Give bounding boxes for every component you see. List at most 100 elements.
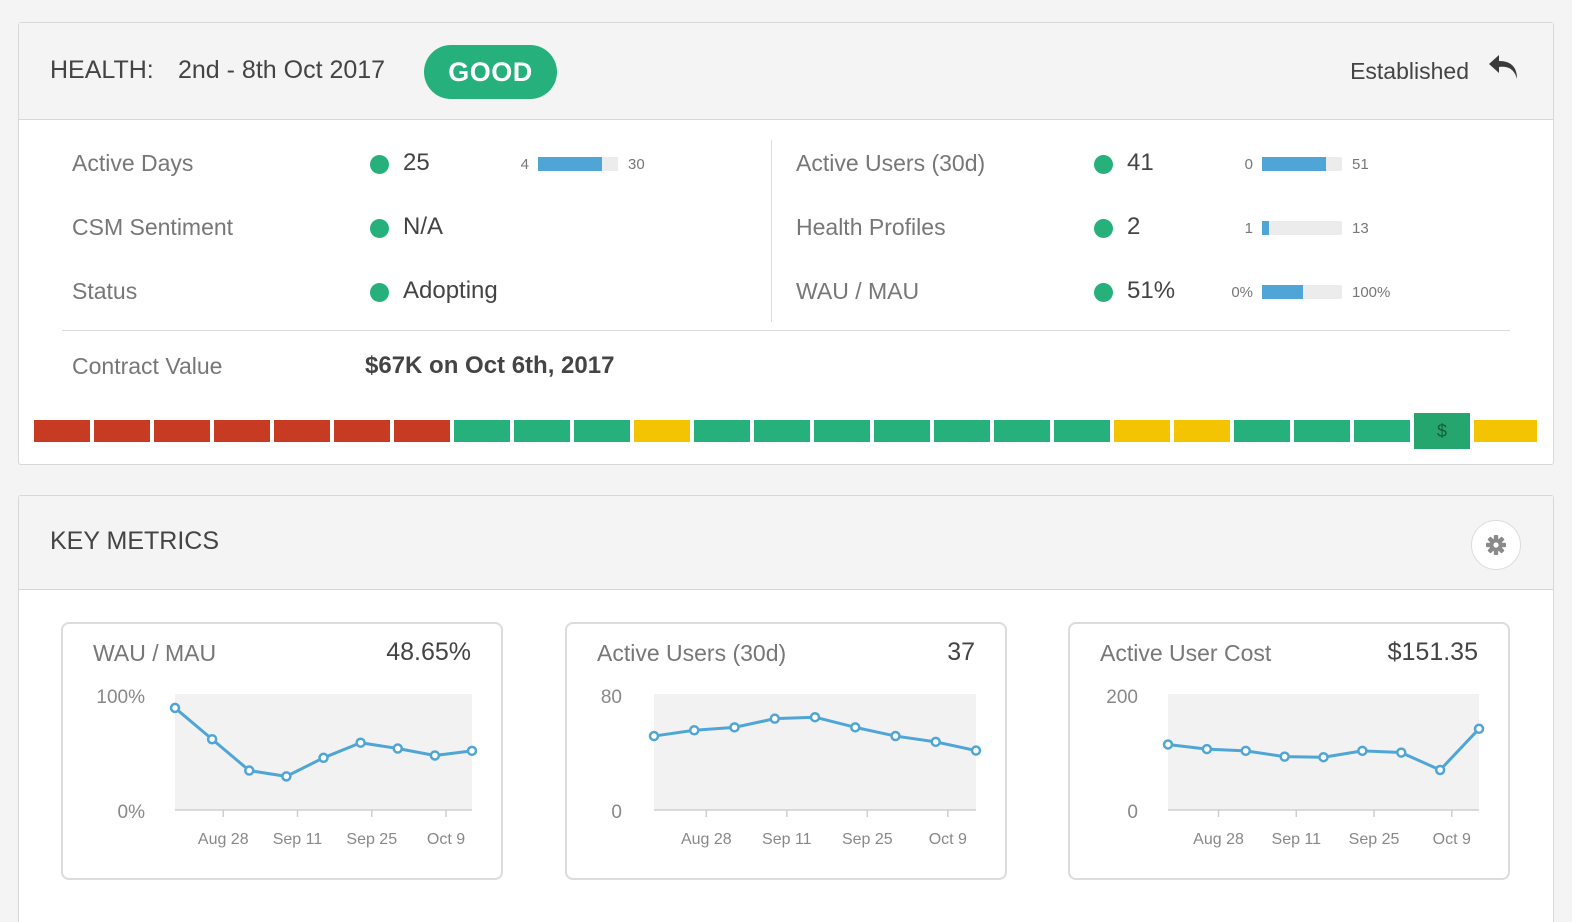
health-strip-segment[interactable] [994,420,1050,442]
x-tick-label: Sep 25 [346,831,397,848]
x-tick-label: Sep 25 [1349,831,1400,848]
active-user-cost-chart: 200 0 Aug 28 Sep 11 Sep 25 Oct 9 [1106,687,1485,848]
health-date-range: 2nd - 8th Oct 2017 [178,56,386,84]
health-strip-segment[interactable] [1174,420,1230,442]
active-users-label: Active Users (30d) [796,150,986,176]
wau-mau-card[interactable]: WAU / MAU 48.65% 100% 0% Aug 28 Sep 11 Sep 2… [61,622,503,880]
health-panel: HEALTH: 2nd - 8th Oct 2017 GOOD Establis… [18,22,1554,465]
health-title: HEALTH: [50,56,154,84]
plot-area [654,694,976,810]
active-days-status-dot [370,155,389,174]
data-point [1318,751,1329,763]
data-point [281,771,292,782]
data-point [355,737,366,748]
active-days-label: Active Days [72,150,194,176]
health-strip-segment[interactable] [934,420,990,442]
health-strip-segment[interactable] [1294,420,1350,442]
wau-mau-card-value: 48.65% [386,638,471,666]
health-strip-segment[interactable] [514,420,570,442]
key-metrics-title: KEY METRICS [50,527,220,555]
wau-mau-range-max: 100% [1352,284,1391,301]
health-strip-segment[interactable] [1114,420,1170,442]
x-tick-label: Oct 9 [1433,831,1471,848]
key-metrics-panel: KEY METRICS WAU / MAU 48.65% 10 [18,495,1554,922]
data-point [729,722,740,733]
csm-sentiment-label: CSM Sentiment [72,214,234,240]
data-point [689,725,700,736]
wau-mau-range-min: 0% [1231,284,1253,301]
health-strip-segment[interactable] [154,420,210,442]
data-point [466,745,478,757]
health-header: HEALTH: 2nd - 8th Oct 2017 GOOD Establis… [19,23,1553,120]
health-strip-segment[interactable] [214,420,270,442]
health-strip-segment[interactable] [634,420,690,442]
csm-sentiment-value: N/A [403,213,444,240]
health-strip-segment[interactable] [274,420,330,442]
contract-marker-segment[interactable]: $ [1414,413,1470,449]
y-tick-label-bottom: 0% [118,802,146,823]
health-strip-segment[interactable] [754,420,810,442]
health-strip-segment[interactable] [394,420,450,442]
health-strip-segment[interactable] [94,420,150,442]
active-users-card[interactable]: Active Users (30d) 37 80 0 Aug 28 Sep 11 Sep… [565,622,1007,880]
active-users-card-value: 37 [947,638,975,666]
health-strip-segment[interactable] [1474,420,1537,442]
data-point [809,711,821,723]
health-strip-segment[interactable] [574,420,630,442]
status-dot [370,283,389,302]
data-point [1396,747,1407,758]
data-point [890,730,901,742]
data-point [1240,745,1251,757]
active-users-status-dot [1094,155,1113,174]
data-point [1201,743,1213,755]
data-point [1162,739,1174,750]
y-tick-label-top: 200 [1106,687,1138,708]
key-metrics-header: KEY METRICS [19,496,1553,590]
health-strip-segment[interactable] [694,420,750,442]
health-strip-segment[interactable] [34,420,90,442]
x-tick-label: Sep 11 [1272,831,1322,848]
plot-area [175,694,472,810]
lifecycle-stage: Established [1350,58,1469,84]
active-user-cost-card[interactable]: Active User Cost $151.35 200 0 Aug 28 Sep 1… [1068,622,1510,880]
health-profiles-range-max: 13 [1352,220,1369,237]
undo-arrow-icon[interactable] [1487,53,1521,83]
active-users-value: 41 [1127,149,1154,176]
wau-mau-label: WAU / MAU [796,278,920,304]
health-strip-segment[interactable] [334,420,390,442]
health-strip-segment[interactable] [874,420,930,442]
health-profiles-range-min: 1 [1244,220,1253,237]
x-tick-label: Aug 28 [1193,831,1244,848]
health-profiles-label: Health Profiles [796,214,946,240]
data-point [850,722,861,733]
data-point [1357,745,1368,757]
x-tick-label: Oct 9 [929,831,967,848]
health-strip-segment[interactable] [1234,420,1290,442]
active-days-range-max: 30 [628,156,645,173]
health-strip-segment[interactable] [814,420,870,442]
section-divider [62,330,1510,331]
settings-button[interactable] [1471,520,1521,570]
data-point [169,702,181,714]
column-divider [771,140,772,322]
health-strip-segment[interactable] [454,420,510,442]
data-point [1279,751,1290,762]
data-point [206,733,218,745]
health-strip-segment[interactable] [1354,420,1410,442]
active-users-range-max: 51 [1352,156,1369,173]
x-tick-label: Aug 28 [681,831,732,848]
health-strip-segment[interactable] [1054,420,1110,442]
health-status-badge: GOOD [424,45,557,99]
active-users-chart: 80 0 Aug 28 Sep 11 Sep 25 Oct 9 [601,687,982,848]
data-point [1434,764,1446,776]
data-point [648,730,660,742]
x-tick-label: Sep 25 [842,831,893,848]
data-point [1473,723,1485,735]
active-days-value: 25 [403,149,430,176]
active-days-range-bar [538,157,618,171]
active-users-card-title: Active Users (30d) [597,640,787,666]
x-tick-label: Sep 11 [273,831,323,848]
x-tick-label: Oct 9 [427,831,465,848]
active-user-cost-card-title: Active User Cost [1100,640,1272,666]
x-tick-label: Sep 11 [762,831,812,848]
